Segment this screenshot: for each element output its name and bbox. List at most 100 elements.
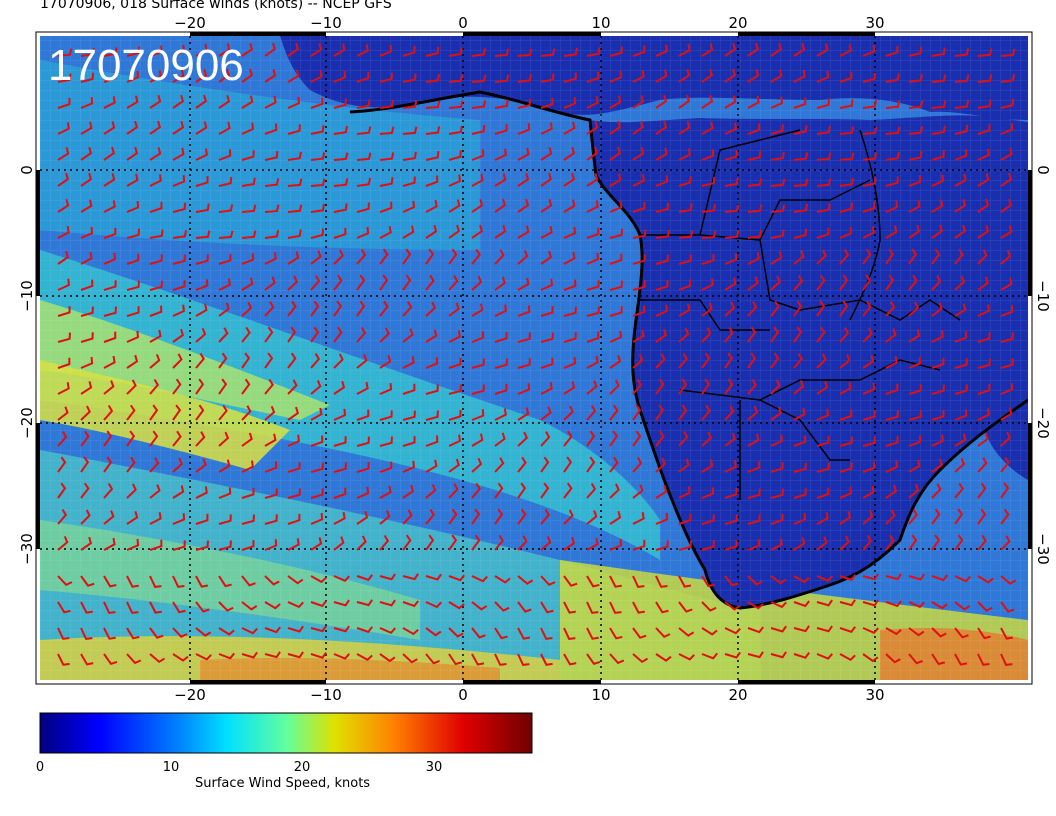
wind-barb bbox=[356, 409, 370, 421]
wind-barb bbox=[494, 457, 505, 473]
wind-barb bbox=[609, 280, 623, 291]
wind-barb bbox=[333, 436, 347, 447]
wind-barb bbox=[655, 147, 668, 161]
wind-barb bbox=[287, 178, 303, 187]
wind-barb bbox=[724, 405, 735, 421]
wind-barb bbox=[57, 406, 69, 421]
wind-barb bbox=[57, 48, 73, 57]
wind-barb bbox=[471, 275, 483, 291]
wind-barb bbox=[80, 482, 90, 499]
wind-barb bbox=[678, 486, 691, 499]
wind-barb bbox=[80, 456, 90, 473]
wind-barb bbox=[356, 535, 367, 551]
wind-barb bbox=[149, 305, 163, 317]
wind-barb bbox=[908, 329, 921, 343]
wind-barb bbox=[379, 201, 393, 213]
wind-barb bbox=[563, 306, 577, 317]
wind-barb bbox=[563, 536, 576, 551]
tick-label: 0 bbox=[458, 686, 468, 704]
wind-barb bbox=[172, 457, 184, 473]
wind-barb bbox=[586, 405, 597, 421]
wind-barb bbox=[126, 253, 140, 265]
wind-barb bbox=[517, 535, 528, 551]
wind-barb bbox=[977, 358, 991, 369]
wind-barb bbox=[632, 229, 647, 239]
wind-barb bbox=[885, 410, 899, 421]
wind-barb bbox=[862, 99, 878, 109]
wind-barb bbox=[885, 436, 899, 447]
wind-barb bbox=[977, 534, 987, 551]
wind-barb bbox=[586, 537, 599, 551]
wind-barb bbox=[839, 653, 856, 661]
wind-barb bbox=[471, 124, 486, 135]
wind-barb bbox=[103, 200, 116, 213]
wind-barb bbox=[241, 301, 253, 317]
wind-barb bbox=[540, 122, 553, 135]
wind-barb bbox=[287, 513, 301, 525]
wind-barb bbox=[747, 461, 761, 473]
wind-barb bbox=[172, 120, 185, 135]
wind-barb bbox=[793, 600, 810, 608]
wind-barb bbox=[241, 460, 254, 473]
wind-barb bbox=[632, 95, 645, 109]
wind-barb bbox=[954, 482, 964, 499]
wind-barb bbox=[149, 484, 161, 499]
wind-barb bbox=[356, 126, 372, 135]
wind-barb bbox=[862, 248, 872, 265]
wind-barb bbox=[1000, 383, 1014, 395]
wind-barb bbox=[471, 149, 485, 161]
wind-barb bbox=[126, 70, 140, 83]
wind-barb bbox=[862, 534, 873, 551]
wind-barb bbox=[1000, 74, 1016, 83]
wind-barb bbox=[977, 148, 990, 161]
wind-barb bbox=[747, 488, 761, 499]
wind-barb bbox=[1000, 575, 1017, 585]
wind-barb bbox=[80, 332, 94, 343]
wind-barb bbox=[816, 625, 833, 633]
wind-barb bbox=[655, 69, 668, 83]
wind-barb bbox=[977, 601, 993, 612]
wind-barb bbox=[954, 124, 969, 135]
wind-barb bbox=[80, 405, 91, 421]
wind-barb bbox=[425, 274, 435, 291]
wind-barb bbox=[172, 404, 182, 421]
wind-barb bbox=[287, 96, 301, 109]
wind-barb bbox=[287, 406, 299, 421]
wind-barb bbox=[632, 575, 645, 588]
wind-barb bbox=[517, 627, 531, 640]
wind-barb bbox=[586, 146, 598, 161]
wind-barb bbox=[80, 356, 94, 369]
wind-barb bbox=[586, 430, 596, 447]
wind-barb bbox=[609, 601, 622, 614]
wind-barb bbox=[264, 461, 278, 473]
wind-barb bbox=[747, 123, 761, 135]
wind-barb bbox=[402, 356, 415, 369]
wind-barb bbox=[540, 456, 550, 473]
wind-barb bbox=[770, 151, 785, 161]
wind-barb bbox=[333, 43, 346, 57]
wind-barb bbox=[563, 279, 577, 291]
wind-barb bbox=[540, 73, 555, 83]
wind-barb bbox=[885, 225, 898, 239]
wind-barb bbox=[655, 229, 671, 239]
wind-barb bbox=[80, 306, 94, 317]
wind-barb bbox=[655, 328, 667, 343]
wind-barb bbox=[333, 599, 350, 607]
wind-barb bbox=[931, 534, 941, 551]
wind-barb bbox=[448, 199, 461, 213]
wind-barb bbox=[126, 456, 136, 473]
wind-barb bbox=[632, 627, 647, 639]
wind-barb bbox=[586, 627, 599, 640]
wind-barb bbox=[80, 381, 93, 395]
wind-barb bbox=[954, 331, 968, 343]
wind-barb bbox=[793, 326, 803, 343]
wind-barb bbox=[218, 327, 229, 343]
wind-barb bbox=[632, 539, 646, 551]
wind-barb bbox=[770, 251, 783, 265]
wind-barb bbox=[149, 457, 160, 473]
colorbar-label: Surface Wind Speed, knots bbox=[195, 776, 371, 791]
wind-barb bbox=[770, 513, 784, 525]
wind-barb bbox=[517, 575, 534, 585]
wind-barb bbox=[241, 326, 251, 343]
wind-barb bbox=[724, 378, 734, 395]
